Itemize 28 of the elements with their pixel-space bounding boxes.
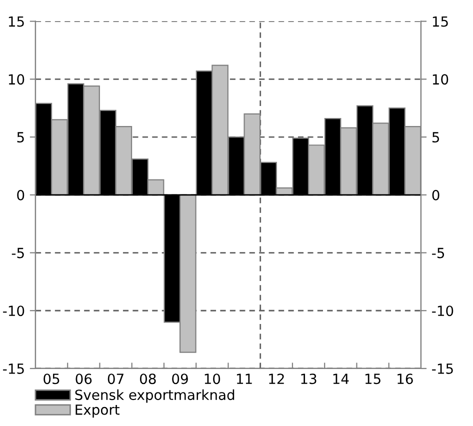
y2-tick-label: 10 — [432, 74, 448, 85]
x-tick-label: 10 — [204, 374, 220, 384]
x-tick-label: 15 — [365, 374, 380, 384]
y-tick-label: -10 — [3, 306, 24, 316]
x-tick-label: 14 — [333, 374, 349, 384]
x-tick-label: 06 — [76, 374, 92, 384]
y2-tick-label: -10 — [432, 306, 454, 316]
y2-tick-label: 15 — [432, 16, 448, 27]
y2-tick-label: 5 — [432, 132, 440, 143]
y2-tick-label: 0 — [432, 190, 440, 200]
legend-label: Svensk exportmarknad — [75, 389, 234, 403]
y-tick-label: 10 — [8, 74, 24, 85]
y-tick-label: -15 — [3, 364, 24, 374]
x-tick-label: 05 — [44, 374, 60, 384]
y-tick-label: -5 — [12, 248, 24, 258]
x-tick-label: 13 — [301, 374, 316, 384]
y2-tick-label: -15 — [432, 364, 453, 374]
y-tick-label: 15 — [8, 16, 24, 27]
x-tick-label: 12 — [269, 374, 284, 384]
y2-tick-label: -5 — [432, 248, 444, 258]
x-tick-label: 08 — [140, 374, 156, 384]
x-tick-label: 11 — [236, 374, 252, 384]
x-tick-label: 09 — [172, 374, 188, 384]
y-tick-label: 0 — [17, 190, 24, 200]
y-tick-label: 5 — [17, 132, 24, 143]
x-tick-label: 07 — [108, 374, 124, 384]
legend-label: Export — [76, 404, 120, 418]
x-tick-label: 16 — [398, 374, 413, 384]
